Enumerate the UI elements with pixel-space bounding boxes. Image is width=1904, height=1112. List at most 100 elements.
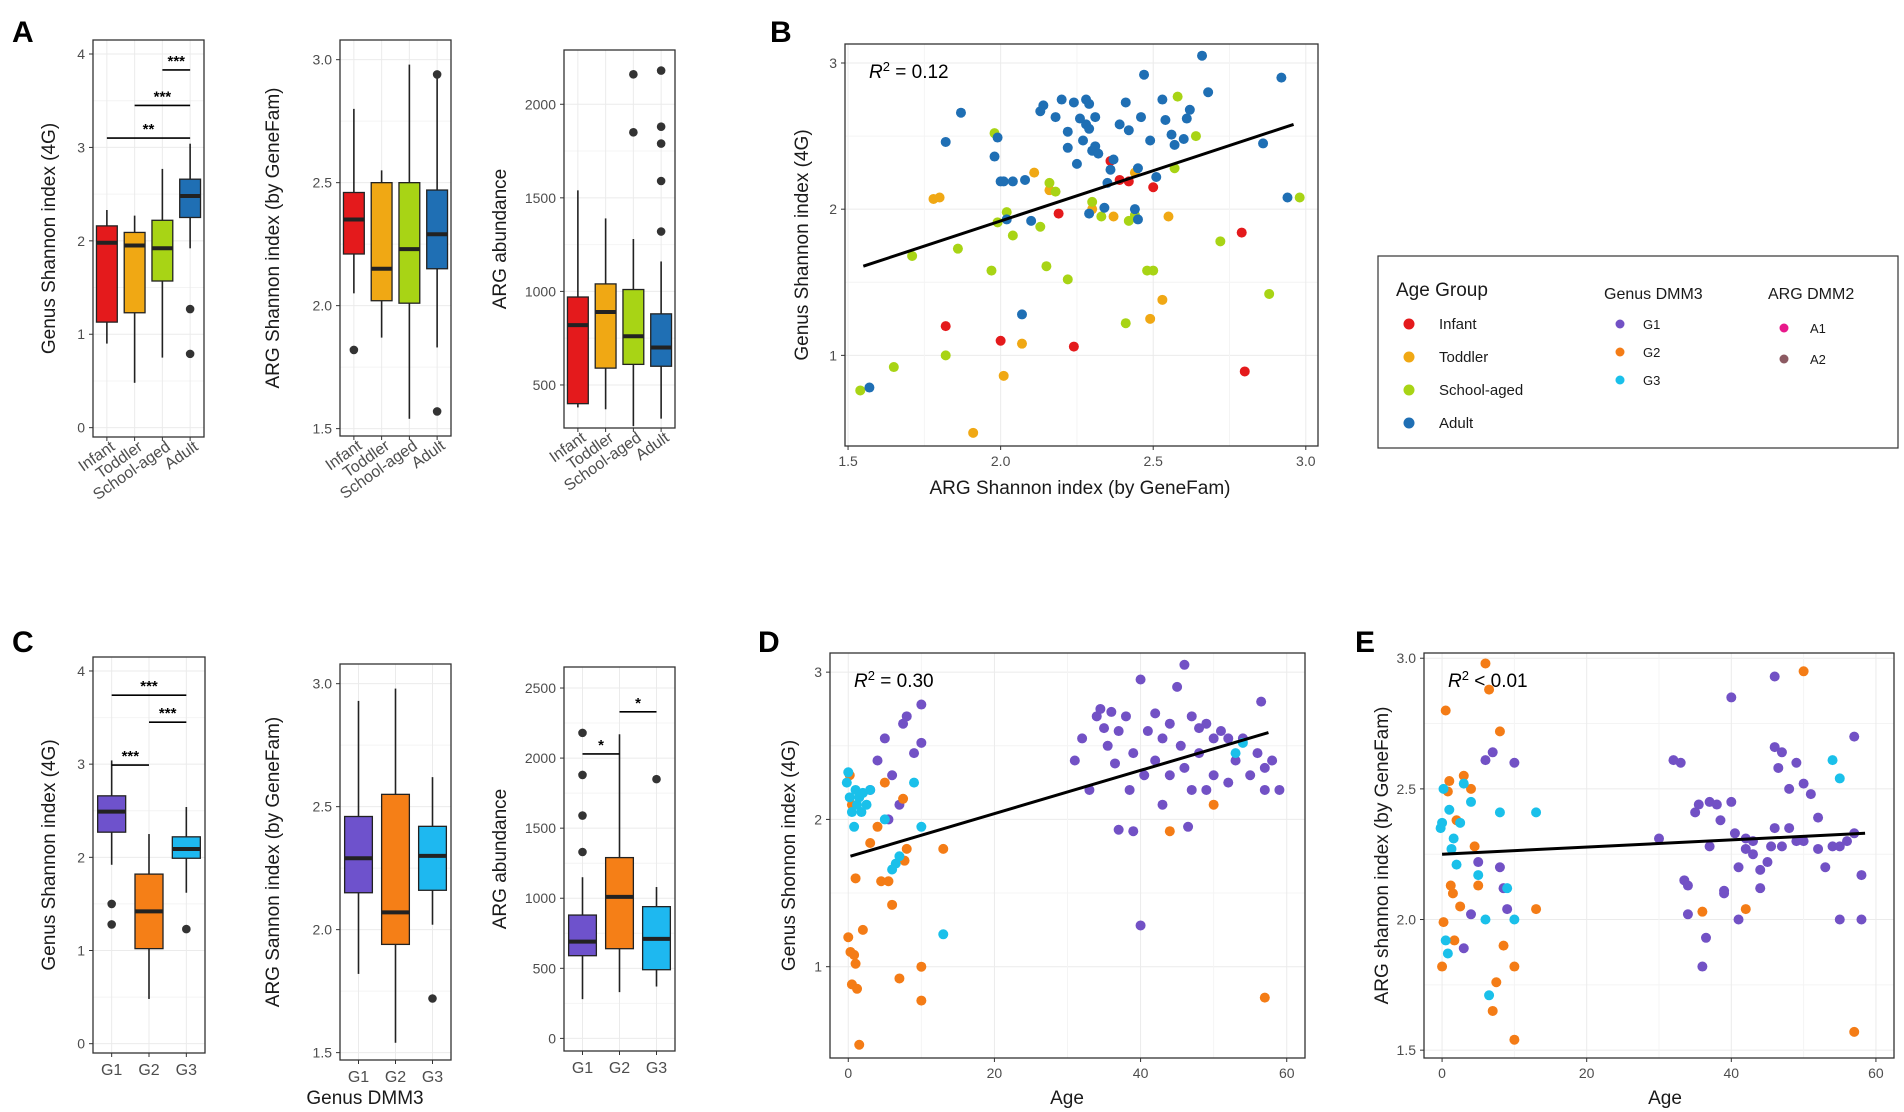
box-toddler (594, 283, 617, 369)
point-g1 (1458, 943, 1469, 954)
point-adult (1276, 72, 1287, 83)
x-axis-label: Genus DMM3 (306, 1088, 423, 1109)
x-tick-label: G2 (609, 1060, 630, 1077)
y-tick-label: 2000 (525, 750, 556, 766)
point-g3 (1531, 807, 1542, 818)
point-adult (1099, 202, 1110, 213)
point-g1 (1128, 826, 1139, 837)
point-g2 (850, 958, 861, 969)
point-g1 (1245, 770, 1256, 781)
y-tick-label: 2.5 (1397, 781, 1417, 797)
x-tick-label: G3 (422, 1069, 443, 1086)
point-g1 (1466, 909, 1476, 920)
box-outlier-g1 (107, 920, 116, 929)
point-g1 (1766, 841, 1777, 852)
x-axis-label: Age (1050, 1088, 1084, 1109)
y-tick-label: 1000 (525, 283, 556, 299)
legend-key-school-aged (1403, 384, 1415, 396)
point-adult (1050, 112, 1061, 123)
point-g3 (1502, 883, 1513, 894)
point-g2 (883, 876, 894, 887)
point-infant (1239, 366, 1250, 377)
box-outlier-adult (432, 70, 442, 79)
point-adult (1123, 125, 1134, 136)
point-adult (1020, 174, 1031, 185)
point-g1 (1487, 747, 1498, 758)
point-g1 (1186, 784, 1197, 795)
point-infant (1236, 227, 1247, 238)
box-outlier-adult (185, 349, 195, 359)
point-g1 (1175, 740, 1186, 751)
point-g2 (1798, 666, 1809, 677)
point-g1 (1773, 762, 1784, 773)
point-school-aged (1062, 274, 1073, 285)
point-g1 (1748, 849, 1758, 860)
point-infant (1068, 341, 1079, 352)
point-g1 (1733, 914, 1744, 925)
box-outlier-adult (656, 66, 666, 75)
point-g3 (1446, 843, 1457, 854)
point-school-aged (1148, 265, 1159, 276)
point-adult (1084, 208, 1095, 219)
point-g1 (1215, 726, 1226, 737)
point-g1 (879, 733, 890, 744)
x-tick-label: 3.0 (1296, 453, 1316, 469)
point-g1 (1142, 726, 1153, 737)
point-g1 (916, 737, 927, 748)
point-g2 (1494, 726, 1505, 737)
point-g3 (1444, 804, 1455, 815)
y-tick-label: 1 (77, 326, 85, 342)
legend-label-toddler: Toddler (1439, 349, 1488, 366)
x-tick-label: 2.5 (1143, 453, 1163, 469)
box-outlier-g1 (107, 899, 116, 909)
y-tick-label: 3 (814, 664, 822, 680)
point-g1 (1230, 755, 1241, 766)
point-toddler (1145, 313, 1156, 324)
point-adult (1007, 176, 1018, 187)
point-g2 (843, 932, 854, 943)
y-tick-label: 2500 (525, 680, 556, 696)
point-school-aged (1035, 221, 1046, 232)
significance-label: *** (154, 88, 172, 105)
y-tick-label: 2.5 (313, 175, 333, 191)
point-adult (1178, 134, 1189, 145)
y-tick-label: 2 (814, 811, 822, 827)
y-tick-label: 2.0 (313, 298, 333, 314)
y-axis-label: Genus Shannon index (4G) (792, 129, 813, 360)
point-g1 (901, 711, 912, 722)
legend: Age Group Genus DMM3 ARG DMM2 Infant Tod… (1377, 255, 1899, 449)
point-adult (1203, 87, 1214, 98)
point-school-aged (1041, 261, 1052, 272)
point-g1 (1494, 862, 1505, 873)
legend-dmm3-title: Genus DMM3 (1604, 286, 1703, 303)
point-g1 (887, 770, 898, 781)
y-tick-label: 1 (77, 943, 85, 959)
point-g1 (1099, 723, 1110, 734)
x-tick-label: Adult (162, 438, 202, 473)
point-school-aged (907, 250, 918, 261)
significance-label: *** (122, 748, 140, 765)
point-g1 (1776, 841, 1787, 852)
y-tick-label: 3.0 (313, 676, 333, 692)
point-g3 (1437, 817, 1448, 828)
point-g1 (1842, 836, 1852, 847)
point-g1 (1682, 909, 1693, 920)
point-g3 (938, 929, 949, 940)
point-g1 (1791, 836, 1802, 847)
point-adult (1084, 123, 1095, 134)
point-adult (1026, 215, 1037, 226)
point-g1 (1259, 762, 1270, 773)
point-g3 (916, 821, 927, 832)
legend-label-infant: Infant (1439, 316, 1477, 333)
y-tick-label: 1000 (525, 890, 556, 906)
y-tick-label: 0 (77, 1036, 85, 1052)
point-g3 (1484, 990, 1495, 1001)
legend-border (1377, 255, 1899, 449)
box-toddler (370, 182, 393, 302)
chart-b-scatter-arg-vs-genus: 1 2 3 Genus Shannon index (4G) 1.5 2.0 2.5 3.0 R… (792, 43, 1319, 499)
box-infant (95, 225, 118, 323)
point-adult (940, 136, 951, 147)
point-g1 (1069, 755, 1080, 766)
x-tick-label: 20 (987, 1065, 1003, 1081)
